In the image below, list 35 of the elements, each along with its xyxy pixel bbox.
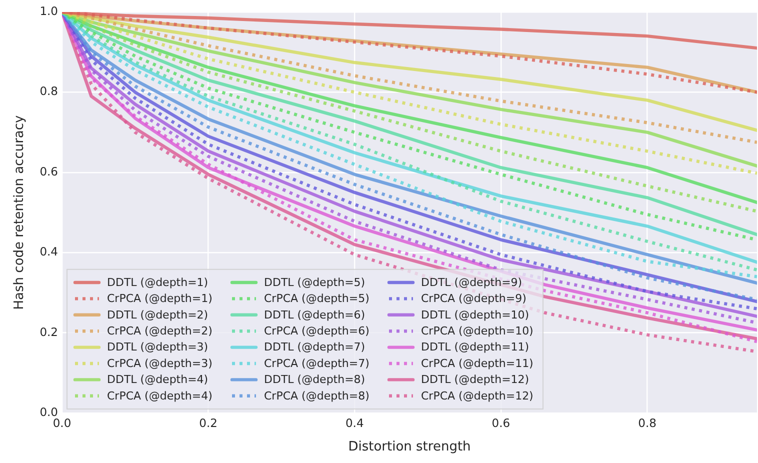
legend-label: CrPCA (@depth=2) [107,324,212,338]
legend-label: CrPCA (@depth=1) [107,292,212,306]
y-tick-label: 0.2 [40,324,58,339]
legend-label: CrPCA (@depth=6) [264,324,370,338]
x-tick-label: 0.4 [345,416,364,430]
legend-label: DDTL (@depth=3) [107,340,208,354]
y-axis-title: Hash code retention accuracy [12,114,28,310]
legend-label: DDTL (@depth=12) [421,373,530,386]
y-tick-label: 1.0 [40,4,58,18]
x-tick-label: 0.6 [492,416,510,430]
legend-label: CrPCA (@depth=3) [107,356,212,370]
x-axis-title: Distortion strength [348,440,471,455]
legend-label: CrPCA (@depth=8) [264,389,370,402]
legend-label: CrPCA (@depth=4) [107,389,212,402]
legend-label: DDTL (@depth=11) [421,340,530,354]
legend-label: DDTL (@depth=10) [421,308,530,322]
legend-label: DDTL (@depth=1) [107,276,208,289]
y-tick-label: 0.6 [40,164,58,178]
legend-label: DDTL (@depth=6) [264,308,366,322]
legend-label: DDTL (@depth=5) [264,276,366,289]
legend-label: CrPCA (@depth=9) [421,292,526,306]
legend-label: DDTL (@depth=9) [421,276,522,289]
x-tick-label: 0.8 [638,416,656,430]
legend-label: CrPCA (@depth=12) [421,389,534,402]
legend-label: CrPCA (@depth=10) [421,324,534,338]
legend-label: DDTL (@depth=2) [107,308,208,322]
legend-label: DDTL (@depth=4) [107,373,208,386]
legend-label: DDTL (@depth=8) [264,373,366,386]
legend-label: CrPCA (@depth=11) [421,356,534,370]
legend-label: DDTL (@depth=7) [264,340,366,354]
legend-label: CrPCA (@depth=5) [264,292,370,306]
y-tick-label: 0.8 [40,84,58,98]
y-tick-label: 0.4 [40,244,58,259]
legend-label: CrPCA (@depth=7) [264,356,370,370]
x-tick-label: 0.2 [199,416,218,430]
